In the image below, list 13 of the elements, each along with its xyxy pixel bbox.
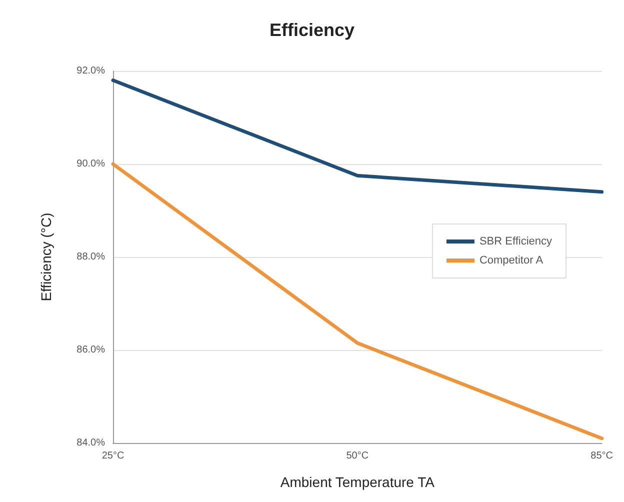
- y-tick-label: 90.0%: [76, 158, 106, 170]
- legend-label: Competitor A: [479, 254, 544, 266]
- y-tick-label: 92.0%: [76, 66, 106, 76]
- y-axis-title: Efficiency (°C): [38, 212, 54, 302]
- x-axis-title: Ambient Temperature TA: [280, 474, 436, 490]
- y-tick-label: 86.0%: [76, 344, 106, 356]
- x-tick-label: 85°C: [590, 450, 613, 462]
- chart-title: Efficiency: [269, 20, 355, 40]
- x-tick-label: 25°C: [102, 450, 124, 462]
- y-tick-label: 88.0%: [76, 252, 106, 262]
- legend-label: SBR Efficiency: [479, 236, 552, 248]
- y-tick-label: 84.0%: [76, 438, 106, 448]
- x-tick-label: 50°C: [346, 450, 369, 462]
